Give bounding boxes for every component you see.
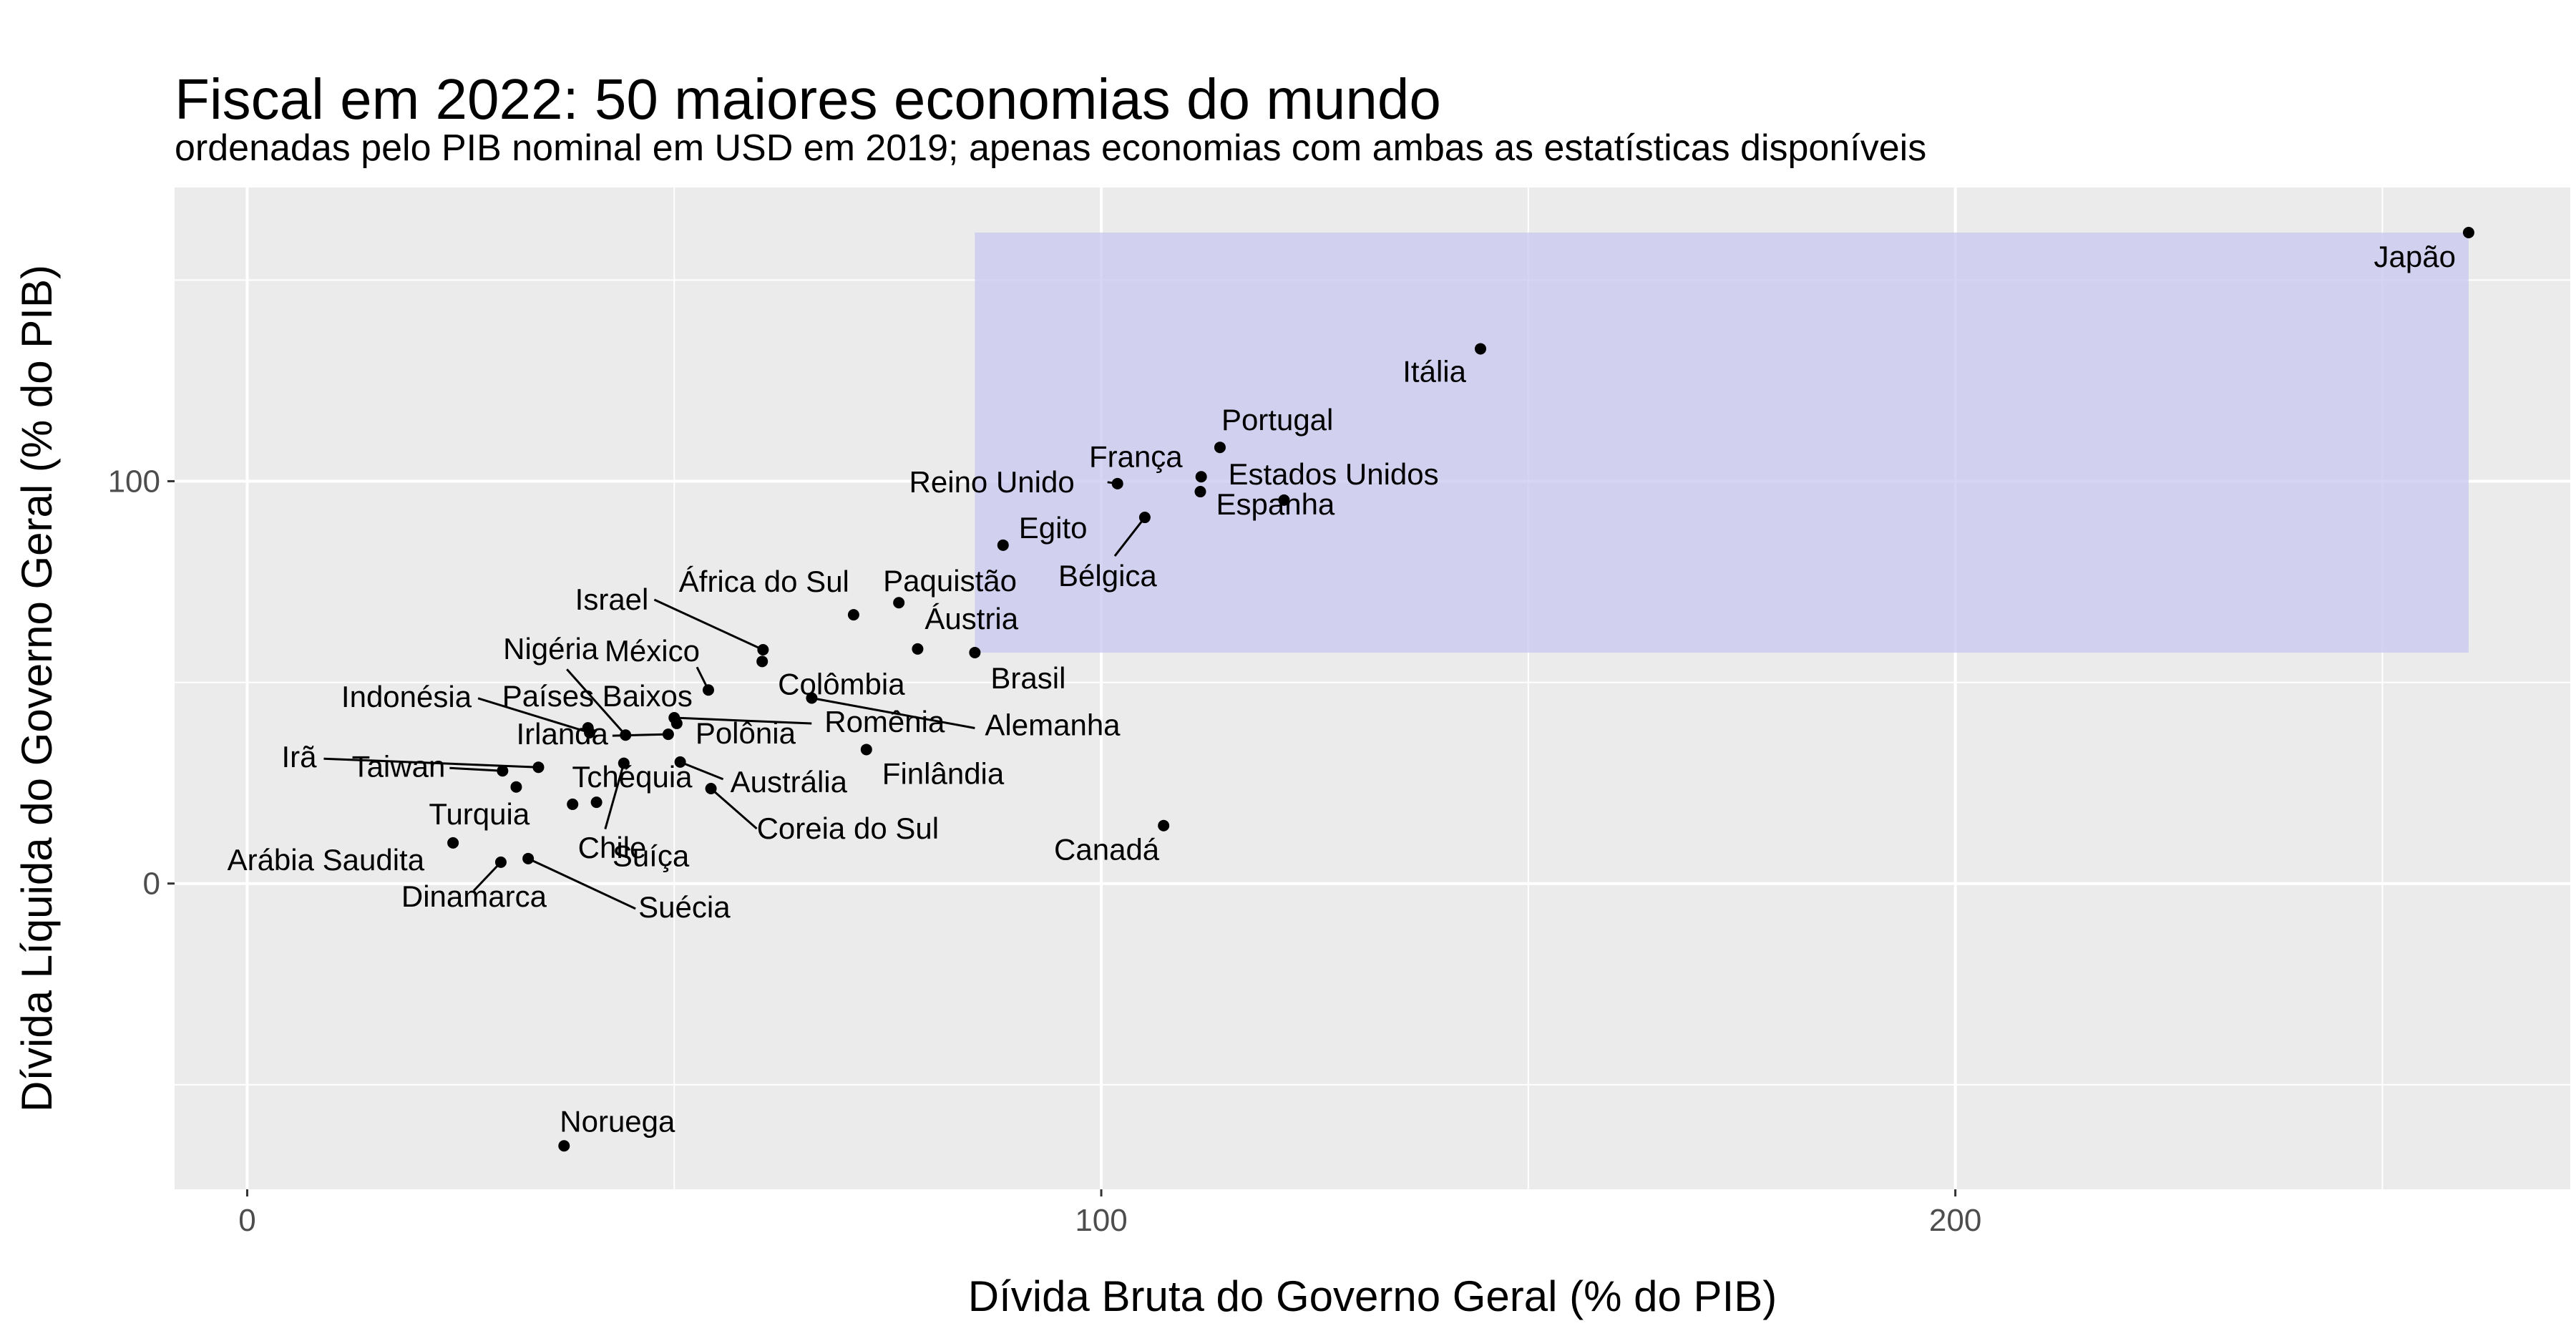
point-label: Nigéria (503, 632, 599, 666)
data-point (584, 726, 596, 738)
data-point (705, 783, 717, 794)
point-label: Brasil (990, 661, 1065, 695)
point-label: Canadá (1054, 833, 1160, 867)
data-point (969, 646, 981, 658)
point-label: Romênia (824, 705, 945, 738)
point-label: Finlândia (882, 756, 1005, 790)
data-point (1138, 512, 1151, 524)
data-point (702, 684, 714, 696)
point-label: Reino Unido (909, 465, 1075, 499)
data-points (447, 226, 2474, 1152)
point-label: Alemanha (985, 708, 1121, 741)
point-label: Irã (281, 740, 317, 774)
point-label: Colômbia (778, 667, 905, 701)
point-label: México (605, 634, 700, 668)
point-label: Egito (1019, 511, 1088, 545)
y-axis-title: Dívida Líquida do Governo Geral (% do PI… (13, 265, 61, 1112)
data-point (620, 729, 632, 741)
point-label: Arábia Saudita (228, 843, 425, 877)
leader-line (449, 766, 503, 772)
leader-line (527, 857, 636, 910)
point-label: Taiwan (352, 749, 446, 783)
data-point (860, 743, 872, 756)
highlight-region (975, 232, 2469, 653)
leader-line (477, 697, 590, 734)
data-point (2462, 226, 2474, 238)
y-tick-label: 100 (108, 464, 160, 499)
data-point (532, 761, 545, 774)
x-tick-label: 100 (1075, 1203, 1127, 1238)
data-point (522, 852, 535, 864)
point-label: Suíça (613, 839, 690, 873)
point-label: Bélgica (1058, 559, 1157, 593)
point-label: Israel (575, 582, 649, 616)
point-labels: Japão Itália Portugal França Estados Unidos R… (228, 240, 2456, 1138)
x-tick-label: 0 (238, 1203, 255, 1238)
chart-subtitle: ordenadas pelo PIB nominal em USD em 201… (175, 127, 1926, 169)
leader-line (680, 761, 724, 781)
data-point (847, 609, 859, 621)
data-point (662, 728, 674, 741)
point-label: França (1089, 439, 1183, 473)
data-point (670, 717, 683, 729)
axis-ticks: 0 100 200 0 100 (108, 464, 1982, 1238)
data-point (756, 655, 769, 668)
data-point (494, 856, 507, 868)
point-label: Irlanda (516, 717, 608, 751)
data-point (618, 757, 630, 769)
data-point (1158, 819, 1170, 832)
point-label: Austrália (731, 765, 848, 799)
point-label: Noruega (560, 1104, 675, 1138)
data-point (1111, 477, 1123, 489)
point-label: Japão (2374, 240, 2456, 273)
leader-line (1113, 517, 1146, 557)
point-label: Portugal (1221, 403, 1333, 437)
point-label: Turquia (429, 797, 530, 831)
data-point (1194, 486, 1206, 498)
data-point (997, 539, 1009, 551)
point-label: Tchéquia (572, 760, 693, 794)
point-label: Chile (578, 831, 647, 864)
point-label: Itália (1402, 354, 1466, 388)
data-point (510, 781, 522, 793)
data-point (912, 643, 924, 655)
point-label: Espanha (1216, 487, 1335, 521)
x-axis-title: Dívida Bruta do Governo Geral (% do PIB) (968, 1272, 1777, 1320)
leader-line (604, 763, 625, 829)
data-point (893, 597, 905, 609)
leader-line (566, 668, 627, 736)
point-label: Coreia do Sul (757, 811, 939, 845)
data-point (806, 692, 818, 704)
data-point (757, 644, 769, 656)
point-label: Dinamarca (401, 879, 547, 913)
point-label: Indonésia (341, 680, 472, 713)
point-label: Países Baixos (502, 679, 693, 713)
point-label: Estados Unidos (1228, 457, 1438, 491)
leader-line (472, 861, 502, 892)
data-point (1278, 494, 1290, 506)
point-label: Paquistão (883, 564, 1017, 598)
data-point (1214, 442, 1226, 454)
point-label: Polônia (696, 716, 796, 750)
data-point (590, 796, 602, 809)
point-label: África do Sul (679, 565, 849, 598)
data-point (1474, 343, 1486, 355)
point-label: Suécia (638, 890, 731, 924)
data-point (497, 765, 509, 777)
point-label: Áustria (924, 602, 1018, 635)
leader-line (811, 697, 975, 729)
data-point (1195, 471, 1207, 483)
leader-line (710, 787, 758, 830)
leader-line (674, 716, 812, 725)
data-point (567, 798, 579, 810)
data-point (674, 756, 686, 768)
leader-line (653, 598, 764, 651)
x-tick-label: 200 (1929, 1203, 1981, 1238)
chart-title: Fiscal em 2022: 50 maiores economias do … (175, 67, 1441, 131)
y-tick-label: 0 (143, 867, 160, 902)
data-point (558, 1140, 570, 1152)
data-point (447, 837, 459, 849)
